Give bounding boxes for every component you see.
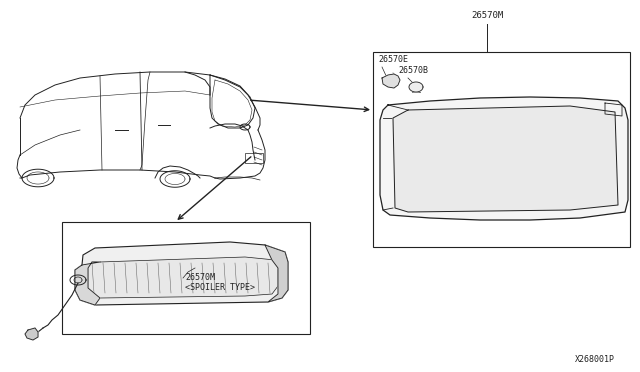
Polygon shape: [409, 82, 423, 92]
Text: 26570M: 26570M: [185, 273, 215, 282]
Polygon shape: [382, 74, 400, 88]
Polygon shape: [393, 106, 618, 212]
Text: 26570B: 26570B: [398, 66, 428, 75]
Polygon shape: [88, 257, 278, 298]
Text: <SPOILER TYPE>: <SPOILER TYPE>: [185, 283, 255, 292]
Bar: [373, 52, 630, 247]
Text: X268001P: X268001P: [575, 355, 615, 364]
Text: 26570E: 26570E: [378, 55, 408, 64]
Polygon shape: [265, 245, 288, 302]
Polygon shape: [75, 262, 100, 305]
Text: 26570M: 26570M: [471, 11, 503, 20]
Polygon shape: [75, 242, 288, 305]
Bar: [245, 153, 263, 163]
Polygon shape: [380, 97, 628, 220]
Bar: [62, 222, 310, 334]
Polygon shape: [25, 328, 38, 340]
